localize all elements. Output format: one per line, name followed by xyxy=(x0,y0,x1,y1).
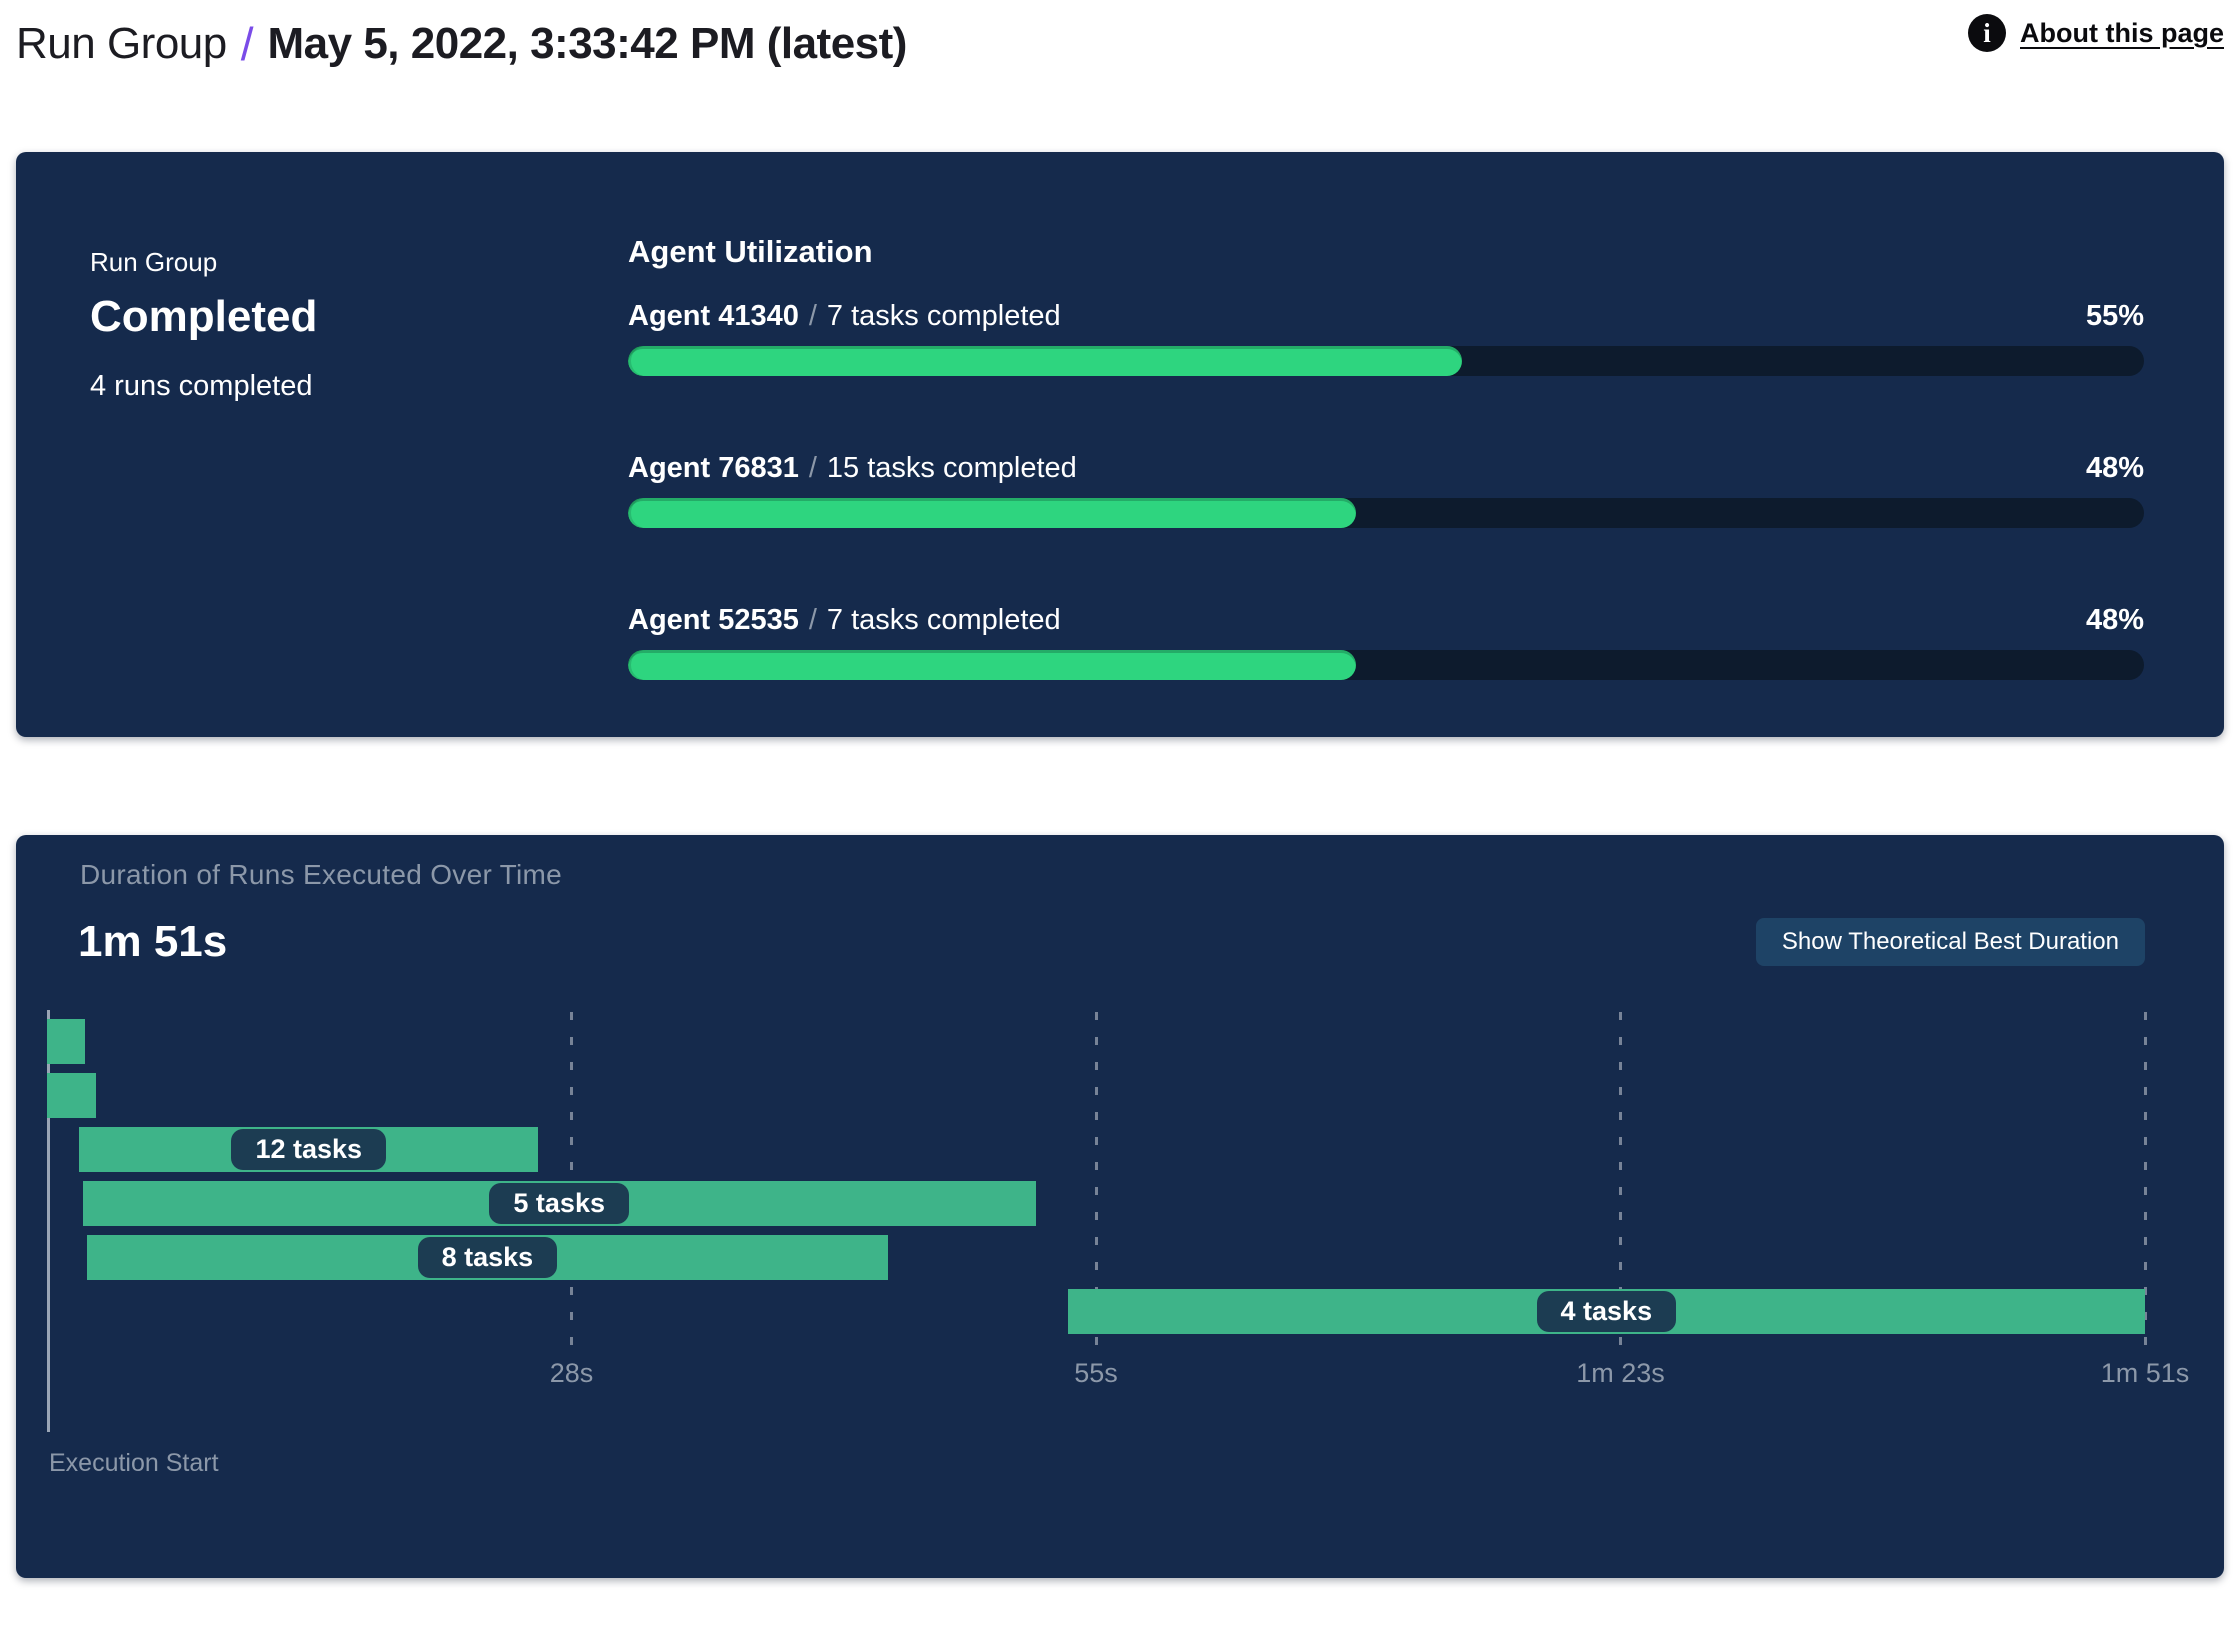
info-icon[interactable]: i xyxy=(1968,14,2006,52)
agent-utilization-track xyxy=(628,346,2144,376)
x-tick-label: 55s xyxy=(1074,1358,1118,1388)
run-group-status-panel: Run Group Completed 4 runs completed Age… xyxy=(16,152,2224,737)
agent-row: Agent 76831 / 15 tasks completed 48% xyxy=(628,452,2144,528)
agent-utilization-percent: 48% xyxy=(2085,452,2144,484)
x-axis-tick-labels: 28s 55s 1m 23s 1m 51s xyxy=(47,1358,2190,1394)
execution-start-label: Execution Start xyxy=(49,1449,219,1477)
run-bar[interactable]: 8 tasks xyxy=(86,1235,889,1280)
agent-name: Agent 76831 xyxy=(628,452,799,484)
agent-row: Agent 52535 / 7 tasks completed 48% xyxy=(628,604,2144,680)
agent-name-separator: / xyxy=(808,604,817,636)
gantt-plot-area: 12 tasks 5 tasks 8 tasks 4 tasks xyxy=(47,1012,2147,1355)
page-title: May 5, 2022, 3:33:42 PM (latest) xyxy=(267,19,908,68)
run-group-label: Run Group xyxy=(90,247,218,277)
agent-utilization-percent: 55% xyxy=(2085,300,2144,332)
run-task-count: 5 tasks xyxy=(489,1183,629,1224)
agent-name-separator: / xyxy=(808,300,817,332)
agent-utilization-fill xyxy=(628,650,1356,680)
gridline xyxy=(1094,1012,1098,1355)
status-badge: Completed xyxy=(90,292,318,341)
breadcrumb-root[interactable]: Run Group xyxy=(16,19,227,68)
agent-label-line: Agent 41340 / 7 tasks completed 55% xyxy=(628,300,2144,333)
agent-utilization-track xyxy=(628,498,2144,528)
agent-row: Agent 41340 / 7 tasks completed 55% xyxy=(628,300,2144,376)
run-bar[interactable]: 12 tasks xyxy=(79,1127,539,1172)
agent-label-line: Agent 52535 / 7 tasks completed 48% xyxy=(628,604,2144,637)
page-header: Run Group / May 5, 2022, 3:33:42 PM (lat… xyxy=(16,8,2224,80)
agent-utilization-title: Agent Utilization xyxy=(628,234,873,269)
total-duration-value: 1m 51s xyxy=(78,917,228,966)
x-tick-label: 1m 51s xyxy=(2100,1358,2190,1388)
run-task-count: 8 tasks xyxy=(417,1237,558,1278)
x-tick-label: 1m 23s xyxy=(1576,1358,1665,1388)
run-task-count: 4 tasks xyxy=(1536,1291,1677,1332)
execution-start-axis-line xyxy=(47,1010,50,1432)
runs-completed-summary: 4 runs completed xyxy=(90,370,313,402)
duration-panel: Duration of Runs Executed Over Time 1m 5… xyxy=(16,835,2224,1578)
show-theoretical-best-duration-button[interactable]: Show Theoretical Best Duration xyxy=(1755,918,2145,966)
agent-tasks-completed: 7 tasks completed xyxy=(826,604,1061,636)
agent-tasks-completed: 15 tasks completed xyxy=(826,452,1077,484)
agent-name-separator: / xyxy=(808,452,817,484)
agent-name: Agent 52535 xyxy=(628,604,799,636)
run-bar[interactable]: 5 tasks xyxy=(82,1181,1036,1226)
agent-utilization-fill xyxy=(628,498,1356,528)
x-tick-label: 28s xyxy=(549,1358,594,1388)
gridline xyxy=(1619,1012,1622,1355)
duration-chart-title: Duration of Runs Executed Over Time xyxy=(80,859,563,890)
run-task-count: 12 tasks xyxy=(231,1129,387,1170)
run-bar[interactable]: 4 tasks xyxy=(1067,1289,2145,1334)
agent-utilization-fill xyxy=(628,346,1462,376)
about-link-label[interactable]: About this page xyxy=(2020,17,2224,48)
agent-tasks-completed: 7 tasks completed xyxy=(826,300,1061,332)
gridline xyxy=(2143,1012,2147,1355)
agent-utilization-percent: 48% xyxy=(2085,604,2144,636)
run-bar[interactable] xyxy=(47,1019,85,1064)
run-bar[interactable] xyxy=(47,1073,97,1118)
breadcrumb-separator: / xyxy=(240,18,254,70)
agent-name: Agent 41340 xyxy=(628,300,799,332)
agent-label-line: Agent 76831 / 15 tasks completed 48% xyxy=(628,452,2144,485)
about-this-page-link[interactable]: i About this page xyxy=(1968,14,2224,52)
agent-utilization-track xyxy=(628,650,2144,680)
